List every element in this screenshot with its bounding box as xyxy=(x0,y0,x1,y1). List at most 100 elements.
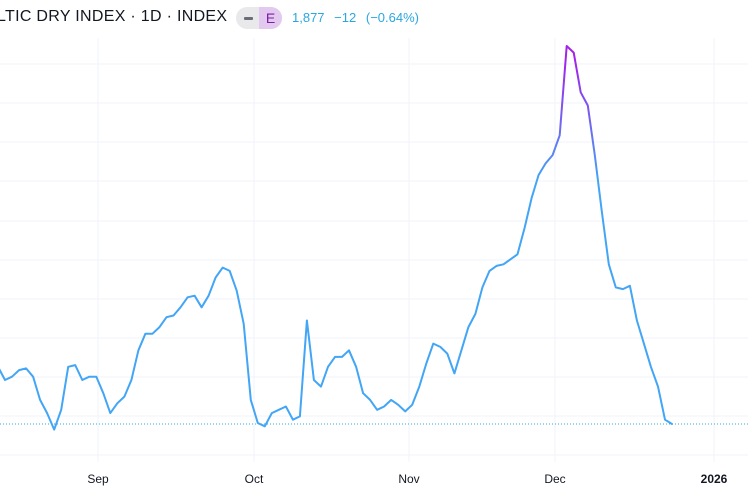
data-point xyxy=(361,391,365,395)
earnings-badge[interactable]: E xyxy=(259,7,282,29)
data-point xyxy=(340,355,344,359)
data-point xyxy=(94,375,98,379)
data-point xyxy=(417,385,421,389)
data-point xyxy=(600,209,604,213)
data-point xyxy=(45,411,49,415)
data-point xyxy=(122,395,126,399)
data-point xyxy=(319,385,323,389)
data-point xyxy=(52,428,56,432)
x-tick-label: Dec xyxy=(544,472,565,486)
price-change-pct: (−0.64%) xyxy=(365,10,419,25)
data-point xyxy=(193,294,197,298)
data-point xyxy=(3,378,7,382)
data-point xyxy=(663,418,667,422)
data-point xyxy=(368,398,372,402)
data-point xyxy=(179,305,183,309)
series-line xyxy=(0,45,673,431)
chart-grid xyxy=(0,38,748,462)
data-point xyxy=(375,408,379,412)
data-point xyxy=(509,257,513,261)
data-point xyxy=(136,348,140,352)
chart-header: LTIC DRY INDEX · 1D · INDEX E 1,877 −12 … xyxy=(0,0,748,38)
data-point xyxy=(87,375,91,379)
data-point xyxy=(242,322,246,326)
data-point xyxy=(403,409,407,413)
data-point xyxy=(459,348,463,352)
data-point xyxy=(143,332,147,336)
data-point xyxy=(186,295,190,299)
data-point xyxy=(649,365,653,369)
data-point xyxy=(17,368,21,372)
data-point xyxy=(333,355,337,359)
data-point xyxy=(670,422,674,426)
data-point xyxy=(347,348,351,352)
data-point xyxy=(277,408,281,412)
data-point xyxy=(586,104,590,108)
x-axis-ticks: Sep Oct Nov Dec 2026 xyxy=(87,472,727,486)
data-point xyxy=(438,345,442,349)
data-point xyxy=(235,289,239,293)
data-point xyxy=(424,362,428,366)
data-point xyxy=(551,153,555,157)
data-point xyxy=(158,325,162,329)
data-point xyxy=(108,411,112,415)
minus-icon xyxy=(244,17,253,20)
data-point xyxy=(452,371,456,375)
x-tick-label: Nov xyxy=(398,472,419,486)
data-point xyxy=(326,365,330,369)
data-point xyxy=(80,378,84,382)
data-point xyxy=(249,398,253,402)
legend-toggle[interactable]: E xyxy=(236,7,282,29)
data-point xyxy=(495,264,499,268)
data-point xyxy=(305,319,309,323)
data-point xyxy=(572,51,576,55)
data-point xyxy=(263,424,267,428)
data-point xyxy=(165,315,169,319)
data-point xyxy=(256,421,260,425)
series-points xyxy=(0,44,674,432)
data-point xyxy=(284,405,288,409)
data-point xyxy=(312,378,316,382)
data-point xyxy=(10,375,14,379)
data-point xyxy=(579,90,583,94)
data-point xyxy=(382,405,386,409)
data-point xyxy=(445,352,449,356)
x-tick-label: Oct xyxy=(245,472,264,486)
data-point xyxy=(354,365,358,369)
data-point xyxy=(59,408,63,412)
data-point xyxy=(480,285,484,289)
data-point xyxy=(530,196,534,200)
data-point xyxy=(488,269,492,273)
last-price: 1,877 xyxy=(292,10,325,25)
data-point xyxy=(593,153,597,157)
data-point xyxy=(172,314,176,318)
data-point xyxy=(270,411,274,415)
data-point xyxy=(389,398,393,402)
data-point xyxy=(656,385,660,389)
data-point xyxy=(221,266,225,270)
data-point xyxy=(31,375,35,379)
data-point xyxy=(38,398,42,402)
price-change: −12 xyxy=(334,10,357,25)
data-point xyxy=(228,269,232,273)
data-point xyxy=(410,403,414,407)
data-point xyxy=(635,319,639,323)
data-point xyxy=(516,252,520,256)
data-point xyxy=(537,173,541,177)
data-point xyxy=(607,262,611,266)
data-point xyxy=(214,276,218,280)
x-tick-label: Sep xyxy=(87,472,109,486)
data-point xyxy=(565,44,569,48)
data-point xyxy=(396,403,400,407)
data-point xyxy=(502,262,506,266)
data-point xyxy=(558,133,562,137)
data-point xyxy=(207,294,211,298)
data-point xyxy=(24,366,28,370)
data-point xyxy=(151,332,155,336)
data-point xyxy=(431,342,435,346)
symbol-title[interactable]: LTIC DRY INDEX · 1D · INDEX xyxy=(0,8,228,25)
data-point xyxy=(129,378,133,382)
data-point xyxy=(642,342,646,346)
